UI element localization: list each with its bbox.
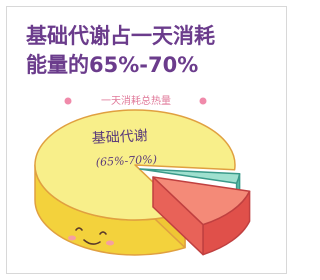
dot: [65, 98, 72, 105]
title-line: 能量的65%-70%: [26, 53, 198, 77]
illustration: 基础代谢占一天消耗 能量的65%-70% 一天消耗总热量 基础代谢 (65%-7…: [0, 0, 293, 280]
dot: [200, 98, 207, 105]
pie-label: 基础代谢: [91, 127, 148, 147]
subtitle: 一天消耗总热量: [101, 94, 171, 107]
title-line: 基础代谢占一天消耗: [26, 24, 215, 48]
